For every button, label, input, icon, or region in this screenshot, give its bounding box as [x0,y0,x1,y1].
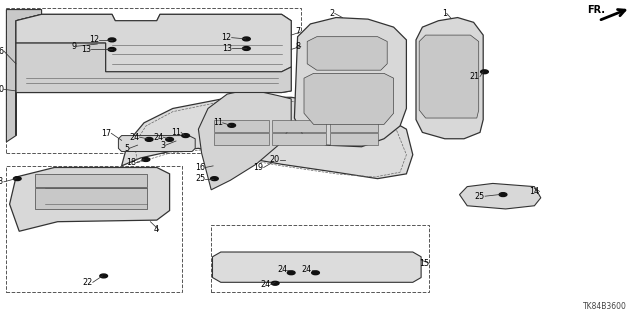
Text: 20: 20 [269,155,280,164]
Bar [330,133,378,145]
Text: 4: 4 [154,225,159,234]
Text: 1: 1 [442,9,447,18]
Text: 24: 24 [260,280,271,289]
Text: 8: 8 [296,42,301,51]
Bar [6,166,182,292]
Text: 19: 19 [253,163,264,172]
Circle shape [145,137,153,141]
Polygon shape [16,14,291,136]
Circle shape [166,137,173,141]
Polygon shape [304,73,394,124]
Text: 12: 12 [89,35,99,44]
Circle shape [228,123,236,127]
Text: 13: 13 [81,45,91,54]
Text: 11: 11 [212,118,223,127]
Circle shape [481,70,488,74]
Circle shape [243,47,250,50]
Polygon shape [212,252,421,282]
Circle shape [108,38,116,42]
Bar [211,225,429,292]
Text: 12: 12 [221,33,232,42]
Polygon shape [122,97,413,179]
Text: 7: 7 [296,27,301,36]
Text: TK84B3600: TK84B3600 [583,302,627,311]
Circle shape [271,281,279,285]
Text: 18: 18 [126,158,136,167]
Polygon shape [16,43,291,93]
Text: 21: 21 [470,72,480,81]
Bar [214,133,269,145]
Polygon shape [294,18,406,147]
Circle shape [108,48,116,51]
Text: 10: 10 [0,85,4,94]
Bar [35,174,147,187]
Circle shape [142,158,150,161]
Text: 24: 24 [153,133,163,142]
Circle shape [243,37,250,41]
Text: 17: 17 [101,129,111,138]
Circle shape [312,271,319,275]
Text: 16: 16 [195,163,205,172]
Text: FR.: FR. [588,5,605,15]
Text: 2: 2 [330,9,335,18]
Circle shape [182,134,189,137]
Text: 9: 9 [71,42,76,51]
Text: 25: 25 [195,174,205,183]
Text: 11: 11 [171,128,181,137]
Polygon shape [10,167,170,231]
Polygon shape [460,183,541,209]
Text: 24: 24 [129,133,140,142]
Text: 13: 13 [221,44,232,53]
Circle shape [13,177,21,181]
Text: 22: 22 [83,278,93,287]
Polygon shape [419,35,479,118]
Bar [35,188,147,209]
Circle shape [211,177,218,181]
Bar [6,8,301,153]
Polygon shape [198,89,291,190]
Text: 15: 15 [419,259,429,268]
Bar [272,133,326,145]
Text: 5: 5 [124,144,129,153]
Circle shape [100,274,108,278]
Polygon shape [6,10,42,142]
Polygon shape [307,37,387,70]
Text: 14: 14 [529,187,540,196]
Text: 25: 25 [475,192,485,201]
Text: 3: 3 [161,141,166,150]
Text: 24: 24 [301,265,312,274]
Text: 6: 6 [0,47,4,56]
Bar [214,120,269,132]
Bar [330,120,378,132]
Bar [272,120,326,132]
Circle shape [499,193,507,197]
Text: 23: 23 [0,177,4,186]
Circle shape [287,271,295,275]
Polygon shape [118,136,195,152]
Polygon shape [416,18,483,139]
Text: 24: 24 [277,265,287,274]
Polygon shape [16,14,291,72]
